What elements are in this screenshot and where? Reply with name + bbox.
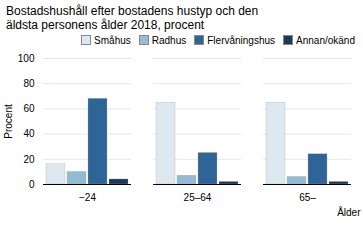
html-text:Bostadshushåll efter bostadens: Bostadshushåll efter bostadens hustyp oc… — [6, 4, 259, 33]
svg-text:0: 0 — [29, 178, 35, 189]
svg-text:−24: −24 — [79, 191, 96, 202]
svg-text:Ålder: Ålder — [337, 205, 361, 217]
html-text:Radhus: Radhus — [151, 34, 187, 46]
svg-text:80: 80 — [23, 78, 35, 89]
svg-text:40: 40 — [23, 128, 35, 139]
svg-text:25–64: 25–64 — [184, 191, 212, 202]
svg-text:65–: 65– — [299, 191, 316, 202]
svg-text:60: 60 — [23, 103, 35, 114]
html-text:Småhus: Småhus — [94, 34, 131, 46]
svg-text:100: 100 — [18, 52, 35, 63]
html-text:Annan/okänd: Annan/okänd — [296, 34, 355, 46]
html-text:Flervåningshus: Flervåningshus — [207, 34, 275, 46]
svg-text:20: 20 — [23, 153, 35, 164]
svg-text:Procent: Procent — [3, 104, 14, 139]
